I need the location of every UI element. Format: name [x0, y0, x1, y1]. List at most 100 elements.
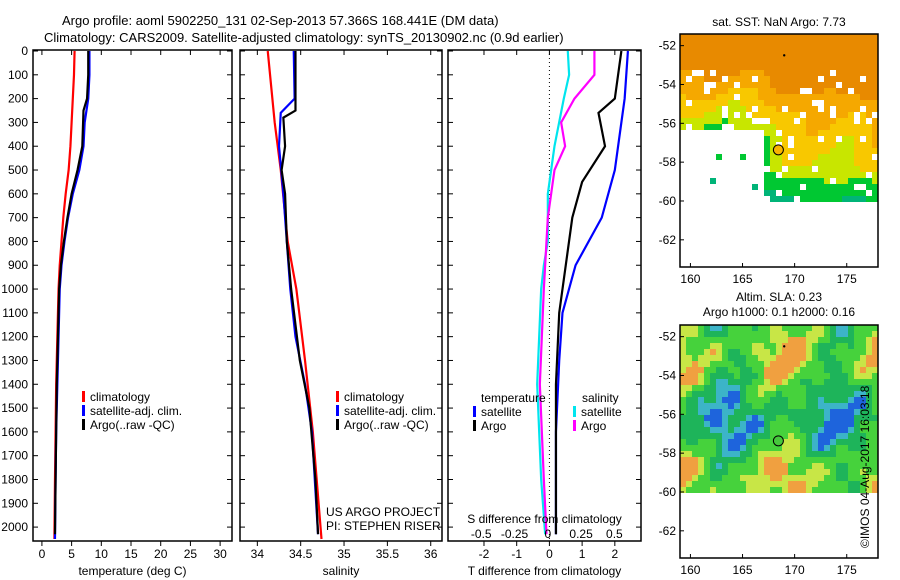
- map-cell: [824, 421, 830, 427]
- map-cell: [752, 481, 758, 487]
- map-cell: [848, 142, 854, 148]
- map-cell: [740, 94, 746, 100]
- map-cell: [842, 76, 848, 82]
- map-cell: [806, 463, 812, 469]
- map-cell: [734, 40, 740, 46]
- map-cell: [860, 469, 866, 475]
- map-cell: [848, 64, 854, 70]
- map-cell: [734, 397, 740, 403]
- map-cell: [734, 118, 740, 124]
- map-cell: [818, 361, 824, 367]
- map-cell: [734, 451, 740, 457]
- map-cell: [764, 337, 770, 343]
- map-cell: [776, 427, 782, 433]
- map-cell: [728, 433, 734, 439]
- x-tick-label: 175: [837, 272, 857, 286]
- map-cell: [800, 172, 806, 178]
- map-cell: [770, 415, 776, 421]
- map-cell: [800, 58, 806, 64]
- map-cell: [752, 451, 758, 457]
- map-cell: [770, 136, 776, 142]
- map-cell: [680, 385, 686, 391]
- map-cell: [848, 160, 854, 166]
- map-cell: [806, 82, 812, 88]
- map-cell: [794, 349, 800, 355]
- map-cell: [806, 349, 812, 355]
- map-cell: [794, 76, 800, 82]
- map-cell: [746, 70, 752, 76]
- y-tick-label: -52: [659, 330, 677, 344]
- map-cell: [788, 415, 794, 421]
- map-cell: [680, 469, 686, 475]
- map-cell: [836, 403, 842, 409]
- map-cell: [686, 88, 692, 94]
- map-cell: [758, 421, 764, 427]
- map-cell: [812, 124, 818, 130]
- map-cell: [710, 40, 716, 46]
- map-cell: [722, 481, 728, 487]
- map-cell: [794, 403, 800, 409]
- map-cell: [704, 40, 710, 46]
- map-cell: [740, 52, 746, 58]
- map-cell: [692, 445, 698, 451]
- map-cell: [716, 118, 722, 124]
- map-cell: [764, 184, 770, 190]
- map-cell: [848, 184, 854, 190]
- map-cell: [818, 172, 824, 178]
- map-cell: [854, 76, 860, 82]
- map-cell: [752, 427, 758, 433]
- sla-map-cells: [680, 325, 878, 493]
- map-cell: [782, 427, 788, 433]
- map-cell: [860, 154, 866, 160]
- map-cell: [860, 325, 866, 331]
- map-cell: [818, 367, 824, 373]
- map-cell: [836, 106, 842, 112]
- map-cell: [770, 463, 776, 469]
- map-cell: [728, 331, 734, 337]
- map-cell: [788, 361, 794, 367]
- map-cell: [686, 427, 692, 433]
- map-cell: [854, 100, 860, 106]
- map-cell: [752, 409, 758, 415]
- map-cell: [794, 166, 800, 172]
- map-cell: [716, 325, 722, 331]
- map-cell: [788, 373, 794, 379]
- map-cell: [734, 361, 740, 367]
- map-cell: [812, 325, 818, 331]
- map-cell: [800, 46, 806, 52]
- map-cell: [770, 100, 776, 106]
- map-cell: [740, 481, 746, 487]
- map-cell: [836, 148, 842, 154]
- map-cell: [746, 445, 752, 451]
- map-cell: [770, 421, 776, 427]
- map-cell: [866, 439, 872, 445]
- map-cell: [734, 409, 740, 415]
- map-cell: [812, 58, 818, 64]
- map-cell: [836, 178, 842, 184]
- map-cell: [680, 379, 686, 385]
- legend-label: satellite-adj. clim.: [344, 404, 436, 418]
- map-cell: [812, 415, 818, 421]
- map-cell: [788, 130, 794, 136]
- sst-map-frame: [679, 33, 879, 268]
- map-cell: [812, 184, 818, 190]
- map-cell: [800, 445, 806, 451]
- map-cell: [800, 439, 806, 445]
- map-cell: [680, 397, 686, 403]
- map-cell: [824, 82, 830, 88]
- map-cell: [860, 100, 866, 106]
- map-cell: [686, 397, 692, 403]
- map-cell: [686, 46, 692, 52]
- map-cell: [806, 70, 812, 76]
- map-cell: [824, 166, 830, 172]
- map-cell: [734, 391, 740, 397]
- map-cell: [818, 331, 824, 337]
- map-cell: [746, 355, 752, 361]
- map-cell: [806, 64, 812, 70]
- x-axis-label: T difference from climatology: [468, 564, 622, 578]
- map-cell: [806, 34, 812, 40]
- map-cell: [800, 421, 806, 427]
- map-cell: [782, 34, 788, 40]
- map-cell: [788, 94, 794, 100]
- map-cell: [740, 367, 746, 373]
